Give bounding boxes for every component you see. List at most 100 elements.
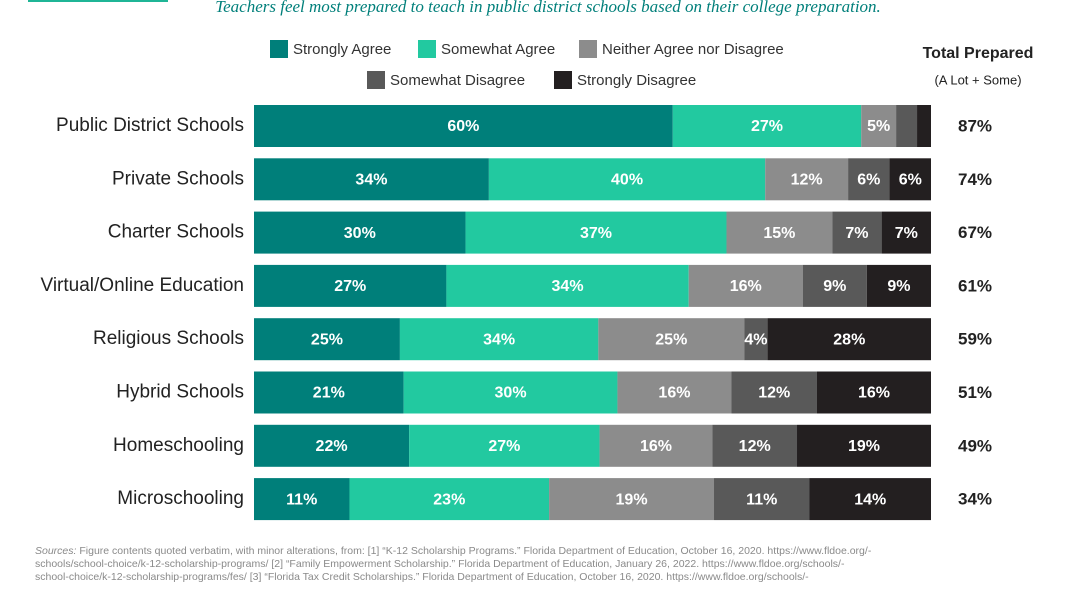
category-label: Hybrid Schools (116, 382, 244, 403)
data-label: 34% (355, 172, 387, 189)
bar-segment (861, 105, 897, 147)
source-line: school-choice/k-12-scholarship-programs/… (35, 571, 809, 583)
category-label: Public District Schools (56, 115, 244, 136)
category-label: Microschooling (117, 488, 244, 509)
legend-swatch (579, 40, 597, 58)
bar-segment (797, 424, 931, 467)
legend-label: Strongly Agree (293, 41, 391, 58)
bar-segment (726, 211, 833, 254)
bar-segment (349, 478, 550, 521)
data-label: 12% (758, 385, 790, 402)
bar-segment (731, 371, 817, 414)
bar-segment (889, 158, 931, 201)
bar-segment (765, 158, 849, 201)
bar-segment (848, 158, 890, 201)
data-label: 34% (483, 331, 515, 348)
bar-segment (688, 264, 803, 307)
data-label: 21% (313, 385, 345, 402)
total-label: 34% (958, 490, 992, 509)
data-label: 6% (899, 172, 922, 189)
bar-segment (896, 105, 918, 147)
bar-segment (403, 371, 618, 414)
totals-subtitle: (A Lot + Some) (934, 72, 1021, 87)
data-label: 27% (334, 278, 366, 295)
legend-swatch (418, 40, 436, 58)
data-label: 5% (867, 118, 890, 135)
data-label: 16% (640, 438, 672, 455)
data-label: 16% (858, 385, 890, 402)
data-label: 30% (344, 225, 376, 242)
sources: Sources: Figure contents quoted verbatim… (35, 545, 1035, 584)
data-label: 11% (286, 491, 317, 508)
bar-segment (254, 371, 404, 414)
data-label: 40% (611, 172, 643, 189)
bar-segment (446, 264, 689, 307)
legend-swatch (554, 71, 572, 89)
data-label: 16% (658, 385, 690, 402)
bar-segment (254, 424, 410, 467)
bar-segment (254, 318, 400, 361)
bar-segment (399, 318, 599, 361)
data-label: 12% (739, 438, 771, 455)
bar-segment (599, 424, 713, 467)
data-label: 22% (316, 438, 348, 455)
data-label: 34% (552, 278, 584, 295)
source-label: Sources: (35, 545, 77, 557)
total-label: 59% (958, 330, 992, 349)
source-text: Figure contents quoted verbatim, with mi… (79, 545, 872, 557)
total-label: 51% (958, 383, 992, 402)
bar-segment (254, 211, 466, 254)
bar-segment (254, 264, 447, 307)
bar-segment (832, 211, 882, 254)
bar-segment (712, 424, 798, 467)
bar-segment (866, 264, 931, 307)
data-label: 19% (848, 438, 880, 455)
total-label: 87% (958, 116, 992, 135)
bar-segment (809, 478, 931, 521)
bar-segment (816, 371, 931, 414)
bar-segment (465, 211, 727, 254)
data-label: 9% (823, 278, 846, 295)
source-line: schools/school-choice/k-12-scholarship-p… (35, 558, 845, 570)
category-label: Private Schools (112, 168, 244, 189)
legend-swatch (270, 40, 288, 58)
category-label: Charter Schools (108, 222, 244, 243)
legend-label: Somewhat Disagree (390, 72, 525, 89)
source-line: Sources: Figure contents quoted verbatim… (35, 545, 1035, 558)
chart-subtitle: Teachers feel most prepared to teach in … (215, 0, 881, 16)
accent-line (28, 0, 168, 2)
legend-label: Somewhat Agree (441, 41, 555, 58)
data-label: 27% (751, 118, 783, 135)
bar-segment (254, 158, 489, 201)
data-label: 12% (791, 172, 823, 189)
data-label: 25% (655, 331, 687, 348)
data-label: 14% (854, 491, 886, 508)
data-label: 7% (895, 225, 918, 242)
data-label: 27% (488, 438, 520, 455)
bar-segment (598, 318, 745, 361)
data-label: 25% (311, 331, 343, 348)
category-label: Virtual/Online Education (41, 275, 245, 296)
bar-segment (488, 158, 766, 201)
totals-title: Total Prepared (923, 45, 1034, 62)
data-label: 30% (495, 385, 527, 402)
data-label: 7% (845, 225, 868, 242)
category-label: Homeschooling (113, 435, 244, 456)
bar-segment (409, 424, 600, 467)
data-label: 4% (744, 331, 767, 348)
bar-segment (672, 105, 862, 147)
bar-segment (881, 211, 931, 254)
bar-segment (767, 318, 931, 361)
data-label: 15% (763, 225, 795, 242)
data-label: 11% (746, 491, 777, 508)
data-label: 16% (730, 278, 762, 295)
bar-segment (254, 478, 350, 521)
total-label: 49% (958, 436, 992, 455)
bar-segment (744, 318, 768, 361)
data-label: 28% (833, 331, 865, 348)
legend-label: Neither Agree nor Disagree (602, 41, 784, 58)
category-label: Religious Schools (93, 328, 244, 349)
total-label: 61% (958, 276, 992, 295)
bar-segment (917, 105, 931, 147)
